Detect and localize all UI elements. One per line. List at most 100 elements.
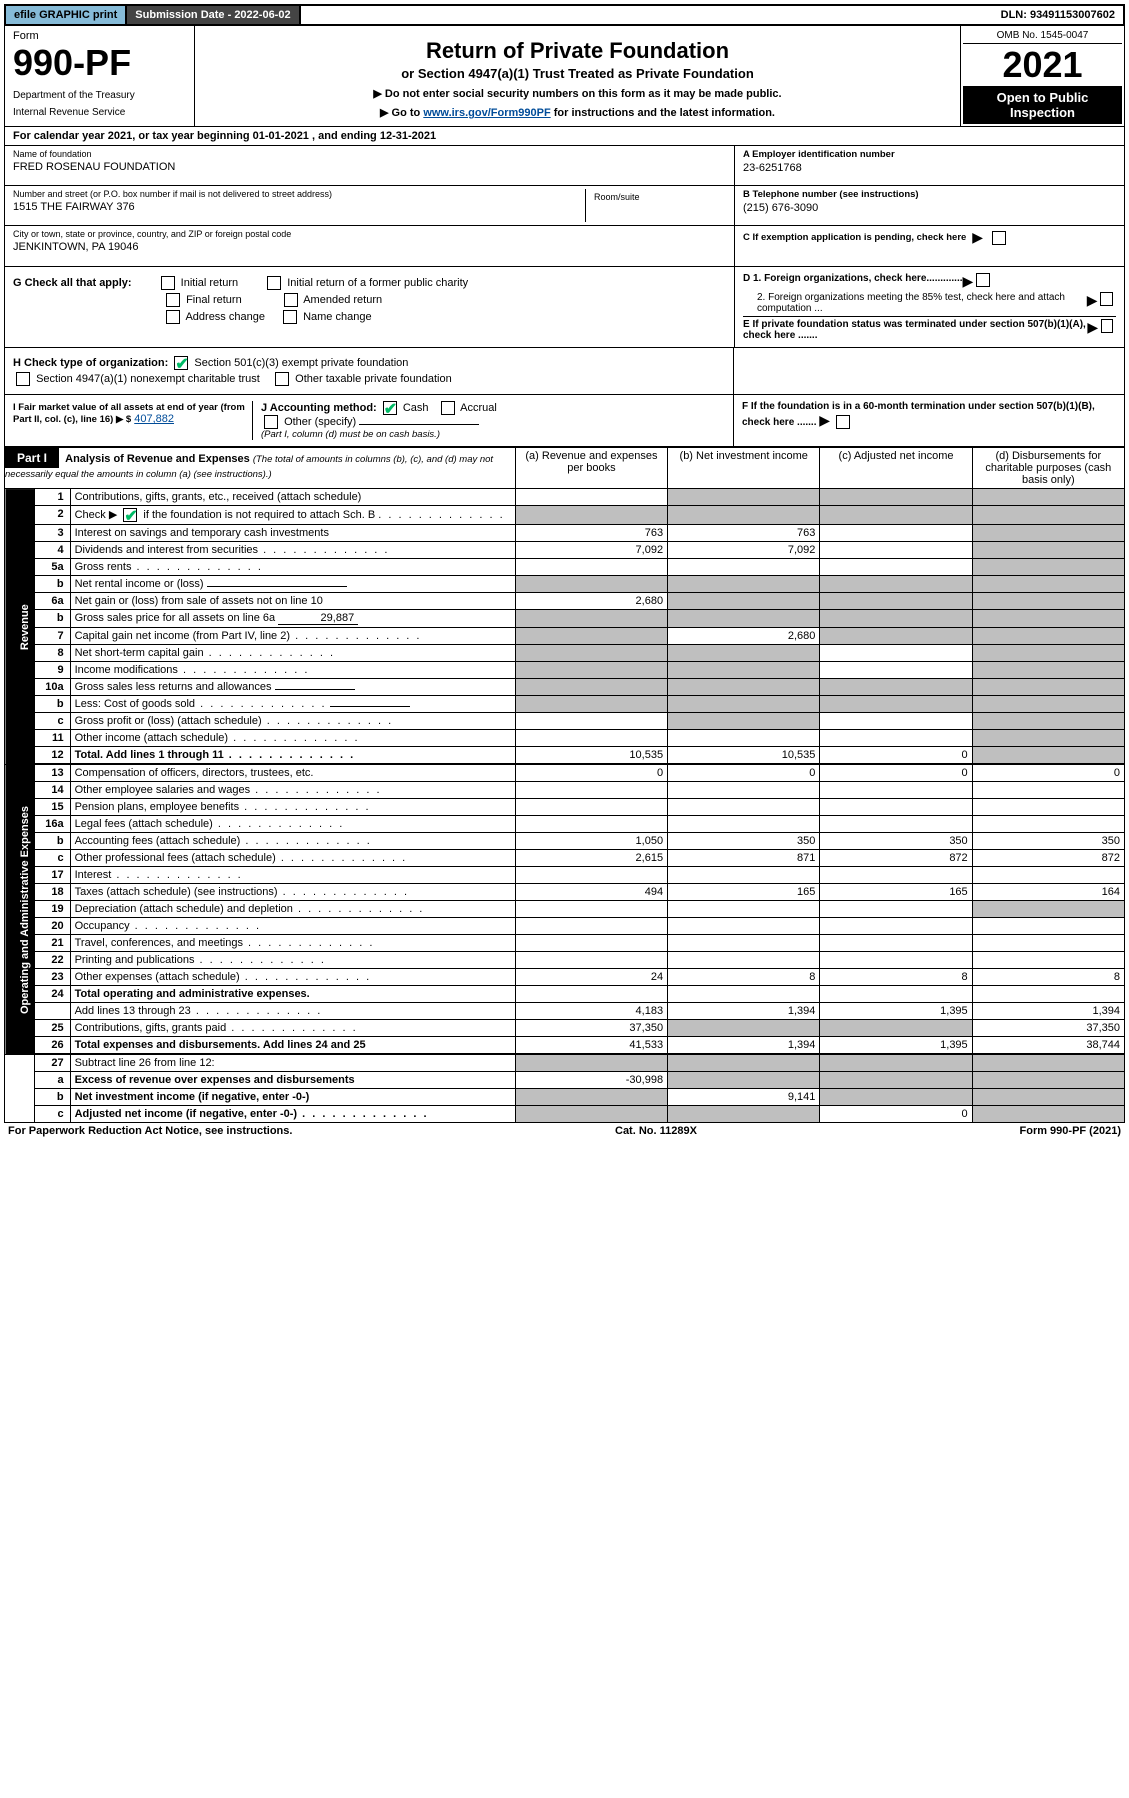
- form-number-box: Form 990-PF Department of the Treasury I…: [5, 26, 195, 126]
- d1-label: D 1. Foreign organizations, check here..…: [743, 273, 963, 284]
- foundation-name-row: Name of foundation FRED ROSENAU FOUNDATI…: [5, 146, 734, 186]
- checkbox-d2[interactable]: [1100, 292, 1113, 306]
- line-16c-desc: Other professional fees (attach schedule…: [75, 852, 276, 864]
- line-27c-desc: Adjusted net income (if negative, enter …: [75, 1108, 297, 1120]
- h-label: H Check type of organization:: [13, 357, 168, 369]
- line-17-desc: Interest: [75, 869, 112, 881]
- line-16b-b: 350: [668, 833, 820, 850]
- i-value[interactable]: 407,882: [134, 413, 174, 425]
- g-opt-5: Name change: [303, 311, 372, 323]
- line-4-desc: Dividends and interest from securities: [75, 544, 258, 556]
- checkbox-c[interactable]: [992, 231, 1006, 245]
- page-footer: For Paperwork Reduction Act Notice, see …: [4, 1123, 1125, 1139]
- checkbox-initial-former[interactable]: [267, 276, 281, 290]
- checkbox-initial-return[interactable]: [161, 276, 175, 290]
- c-row: C If exemption application is pending, c…: [735, 226, 1124, 266]
- line-13-c: 0: [820, 765, 972, 782]
- line-16b-desc: Accounting fees (attach schedule): [75, 835, 241, 847]
- tax-year: 2021: [963, 44, 1122, 86]
- cal-end: 12-31-2021: [380, 130, 436, 142]
- line-14-desc: Other employee salaries and wages: [75, 784, 250, 796]
- line-19-desc: Depreciation (attach schedule) and deple…: [75, 903, 293, 915]
- ein-value: 23-6251768: [743, 162, 1116, 174]
- checkbox-cash[interactable]: [383, 401, 397, 415]
- calendar-year-row: For calendar year 2021, or tax year begi…: [4, 127, 1125, 146]
- top-bar: efile GRAPHIC print Submission Date - 20…: [4, 4, 1125, 26]
- name-label: Name of foundation: [13, 149, 726, 159]
- efile-button[interactable]: efile GRAPHIC print: [6, 6, 127, 24]
- checkbox-accrual[interactable]: [441, 401, 455, 415]
- ein-row: A Employer identification number 23-6251…: [735, 146, 1124, 186]
- checkbox-other-specify[interactable]: [264, 415, 278, 429]
- checkbox-f[interactable]: [836, 415, 850, 429]
- col-d-header: (d) Disbursements for charitable purpose…: [972, 448, 1124, 489]
- line-18-b: 165: [668, 884, 820, 901]
- form-title-box: Return of Private Foundation or Section …: [195, 26, 960, 126]
- address-row: Number and street (or P.O. box number if…: [5, 186, 734, 226]
- line-24b-desc: Add lines 13 through 23: [75, 1005, 191, 1017]
- j-opt1: Cash: [403, 402, 429, 414]
- line-4-a: 7,092: [515, 542, 667, 559]
- line-20-desc: Occupancy: [75, 920, 130, 932]
- line-18-d: 164: [972, 884, 1124, 901]
- phone-label: B Telephone number (see instructions): [743, 189, 1116, 200]
- footer-left: For Paperwork Reduction Act Notice, see …: [8, 1125, 292, 1137]
- line-10a-desc: Gross sales less returns and allowances: [75, 681, 272, 693]
- form-title: Return of Private Foundation: [201, 38, 954, 64]
- line-22-desc: Printing and publications: [75, 954, 195, 966]
- irs-link[interactable]: www.irs.gov/Form990PF: [423, 107, 550, 119]
- part1-title: Analysis of Revenue and Expenses: [65, 453, 250, 465]
- form-label: Form: [13, 30, 186, 42]
- h-opt3: Other taxable private foundation: [295, 373, 452, 385]
- line-6b-val: 29,887: [278, 612, 358, 625]
- cal-mid: , and ending: [312, 130, 380, 142]
- checkbox-501c3[interactable]: [174, 356, 188, 370]
- line-2-post: if the foundation is not required to att…: [143, 509, 375, 521]
- c-label: C If exemption application is pending, c…: [743, 232, 966, 243]
- col-b-header: (b) Net investment income: [668, 448, 820, 489]
- checkbox-d1[interactable]: [976, 273, 990, 287]
- line-4-b: 7,092: [668, 542, 820, 559]
- city-row: City or town, state or province, country…: [5, 226, 734, 266]
- ij-section: I Fair market value of all assets at end…: [4, 395, 1125, 447]
- line-16c-c: 872: [820, 850, 972, 867]
- omb-number: OMB No. 1545-0047: [963, 28, 1122, 44]
- line-24-a: 4,183: [515, 1003, 667, 1020]
- j-opt3: Other (specify): [284, 416, 356, 428]
- city-label: City or town, state or province, country…: [13, 229, 726, 239]
- checkbox-amended[interactable]: [284, 293, 298, 307]
- phone-row: B Telephone number (see instructions) (2…: [735, 186, 1124, 226]
- line-12-c: 0: [820, 747, 972, 764]
- line-26-desc: Total expenses and disbursements. Add li…: [70, 1037, 515, 1054]
- form-number: 990-PF: [13, 42, 186, 84]
- line-1-num: 1: [35, 489, 70, 506]
- checkbox-name-change[interactable]: [283, 310, 297, 324]
- j-note: (Part I, column (d) must be on cash basi…: [261, 429, 725, 440]
- checkbox-final-return[interactable]: [166, 293, 180, 307]
- addr-label: Number and street (or P.O. box number if…: [13, 189, 585, 199]
- line-7-desc: Capital gain net income (from Part IV, l…: [75, 630, 290, 642]
- info-grid: Name of foundation FRED ROSENAU FOUNDATI…: [4, 146, 1125, 267]
- part1-table: Part I Analysis of Revenue and Expenses …: [4, 447, 1125, 1123]
- line-16b-a: 1,050: [515, 833, 667, 850]
- line-13-b: 0: [668, 765, 820, 782]
- g-opt-0: Initial return: [181, 277, 238, 289]
- checkbox-schb[interactable]: [123, 508, 137, 522]
- f-label: F If the foundation is in a 60-month ter…: [742, 401, 1095, 428]
- checkbox-address-change[interactable]: [166, 310, 180, 324]
- line-6b-desc: Gross sales price for all assets on line…: [75, 612, 276, 624]
- checkbox-other-taxable[interactable]: [275, 372, 289, 386]
- checkbox-e[interactable]: [1101, 319, 1113, 333]
- checkbox-4947[interactable]: [16, 372, 30, 386]
- form-note-1: ▶ Do not enter social security numbers o…: [201, 87, 954, 100]
- line-25-a: 37,350: [515, 1020, 667, 1037]
- line-2-pre: Check ▶: [75, 509, 118, 521]
- form-subtitle: or Section 4947(a)(1) Trust Treated as P…: [201, 66, 954, 81]
- line-24-c: 1,395: [820, 1003, 972, 1020]
- expenses-side-label: Operating and Administrative Expenses: [5, 765, 35, 1055]
- line-15-desc: Pension plans, employee benefits: [75, 801, 240, 813]
- foundation-name: FRED ROSENAU FOUNDATION: [13, 161, 726, 173]
- line-5a-desc: Gross rents: [75, 561, 132, 573]
- line-24-desc: Total operating and administrative expen…: [70, 986, 515, 1003]
- line-13-desc: Compensation of officers, directors, tru…: [70, 765, 515, 782]
